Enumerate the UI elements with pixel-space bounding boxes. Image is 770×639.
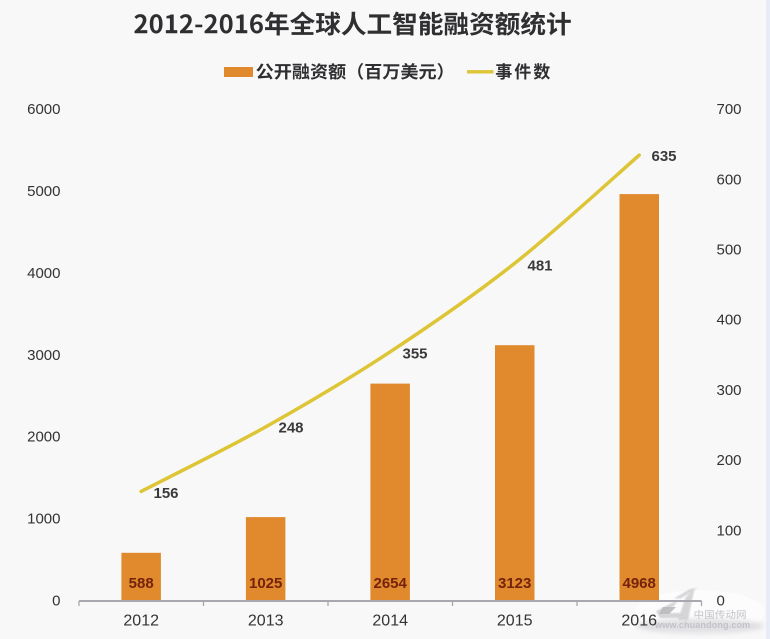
svg-text:5000: 5000 <box>27 183 60 200</box>
svg-text:500: 500 <box>717 242 742 259</box>
svg-text:400: 400 <box>717 312 742 329</box>
svg-text:200: 200 <box>717 452 742 469</box>
svg-text:588: 588 <box>129 575 154 592</box>
svg-text:3000: 3000 <box>27 347 60 364</box>
svg-text:0: 0 <box>52 593 60 610</box>
svg-text:4968: 4968 <box>623 575 656 592</box>
svg-text:4000: 4000 <box>27 265 60 282</box>
svg-text:600: 600 <box>717 171 742 188</box>
svg-text:156: 156 <box>153 485 178 502</box>
svg-text:300: 300 <box>717 382 742 399</box>
svg-text:2654: 2654 <box>374 575 408 592</box>
svg-text:0: 0 <box>717 593 725 610</box>
svg-text:2014: 2014 <box>372 613 408 630</box>
svg-text:www.chuandong.com: www.chuandong.com <box>654 620 750 630</box>
svg-text:2000: 2000 <box>27 429 60 446</box>
svg-text:1000: 1000 <box>27 511 60 528</box>
svg-text:2012: 2012 <box>123 613 159 630</box>
svg-text:2013: 2013 <box>248 613 284 630</box>
svg-text:635: 635 <box>651 148 676 165</box>
svg-text:700: 700 <box>717 101 742 118</box>
svg-text:100: 100 <box>717 522 742 539</box>
svg-text:2015: 2015 <box>497 613 533 630</box>
svg-text:6000: 6000 <box>27 101 60 118</box>
svg-text:248: 248 <box>278 419 303 436</box>
svg-text:1025: 1025 <box>249 575 282 592</box>
svg-text:481: 481 <box>527 257 552 274</box>
svg-text:3123: 3123 <box>498 575 531 592</box>
svg-text:2016: 2016 <box>621 613 657 630</box>
svg-text:355: 355 <box>402 345 427 362</box>
